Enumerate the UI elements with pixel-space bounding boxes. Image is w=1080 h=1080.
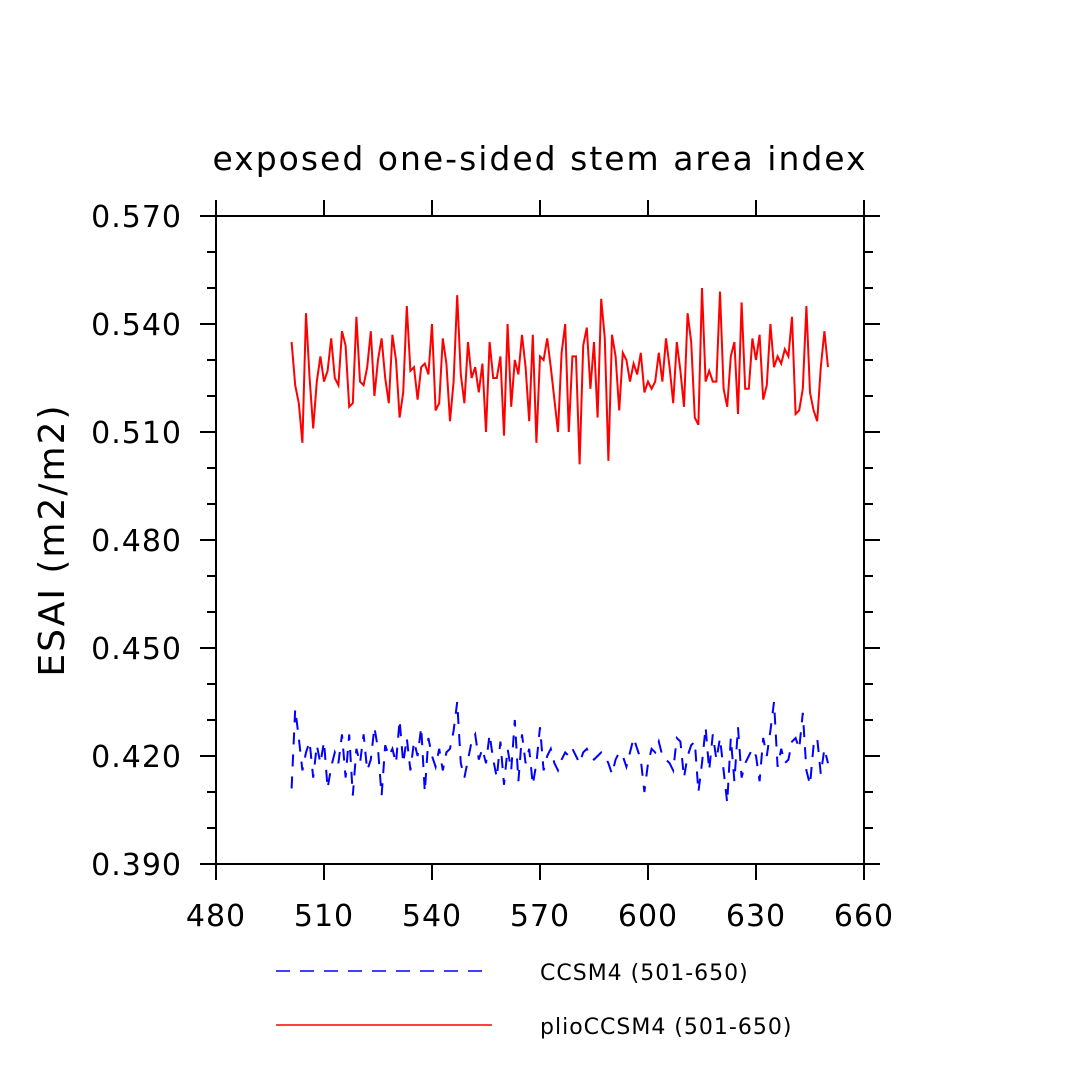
x-tick-label: 540 [402, 899, 462, 934]
chart-title: exposed one-sided stem area index [212, 139, 867, 178]
series-line-ccsm4 [290, 701, 829, 803]
y-tick-label: 0.510 [91, 416, 182, 451]
y-tick-label: 0.420 [91, 740, 182, 775]
legend-label-plioccsm4: plioCCSM4 (501-650) [540, 1015, 792, 1040]
x-tick-label: 480 [186, 899, 246, 934]
legend: CCSM4 (501-650) plioCCSM4 (501-650) [276, 961, 792, 1040]
x-tick-label: 510 [294, 899, 354, 934]
y-axis-label: ESAI (m2/m2) [32, 403, 73, 676]
plot-frame [215, 215, 865, 865]
y-tick-label: 0.480 [91, 524, 182, 559]
series-line-plioccsm4 [290, 287, 829, 465]
x-tick-label: 630 [726, 899, 786, 934]
tick-labels: 480 510 540 570 600 630 660 0.390 0.420 0.450 0.48… [91, 200, 894, 934]
x-tick-label: 660 [834, 899, 894, 934]
y-tick-label: 0.540 [91, 308, 182, 343]
x-tick-label: 570 [510, 899, 570, 934]
y-tick-label: 0.570 [91, 200, 182, 235]
y-tick-label: 0.390 [91, 848, 182, 883]
axis-ticks [200, 200, 880, 880]
legend-label-ccsm4: CCSM4 (501-650) [540, 961, 749, 986]
x-tick-label: 600 [618, 899, 678, 934]
y-tick-label: 0.450 [91, 632, 182, 667]
series-group [290, 287, 829, 803]
